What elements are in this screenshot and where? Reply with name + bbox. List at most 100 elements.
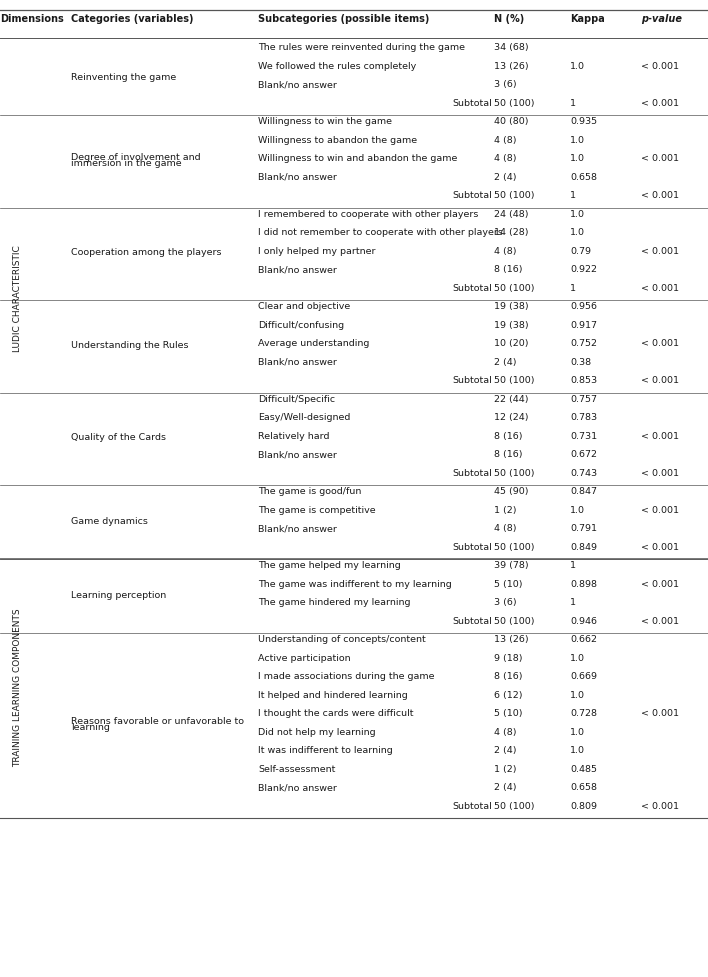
Text: 1: 1 bbox=[570, 191, 576, 200]
Text: 19 (38): 19 (38) bbox=[494, 302, 529, 312]
Text: 0.38: 0.38 bbox=[570, 358, 591, 366]
Text: 40 (80): 40 (80) bbox=[494, 117, 529, 126]
Text: 50 (100): 50 (100) bbox=[494, 284, 535, 293]
Text: 0.917: 0.917 bbox=[570, 320, 597, 330]
Text: 2 (4): 2 (4) bbox=[494, 358, 517, 366]
Text: 13 (26): 13 (26) bbox=[494, 635, 529, 644]
Text: 45 (90): 45 (90) bbox=[494, 488, 529, 496]
Text: Blank/no answer: Blank/no answer bbox=[258, 266, 337, 275]
Text: 4 (8): 4 (8) bbox=[494, 136, 517, 145]
Text: 0.783: 0.783 bbox=[570, 413, 597, 422]
Text: < 0.001: < 0.001 bbox=[641, 579, 679, 589]
Text: LUDIC CHARACTERISTIC: LUDIC CHARACTERISTIC bbox=[13, 245, 22, 353]
Text: 0.847: 0.847 bbox=[570, 488, 597, 496]
Text: < 0.001: < 0.001 bbox=[641, 339, 679, 349]
Text: Blank/no answer: Blank/no answer bbox=[258, 173, 337, 182]
Text: 34 (68): 34 (68) bbox=[494, 43, 529, 53]
Text: 2 (4): 2 (4) bbox=[494, 784, 517, 792]
Text: Subtotal: Subtotal bbox=[452, 469, 492, 478]
Text: < 0.001: < 0.001 bbox=[641, 99, 679, 107]
Text: 1.0: 1.0 bbox=[570, 210, 585, 219]
Text: 50 (100): 50 (100) bbox=[494, 469, 535, 478]
Text: I did not remember to cooperate with other players: I did not remember to cooperate with oth… bbox=[258, 229, 503, 237]
Text: The rules were reinvented during the game: The rules were reinvented during the gam… bbox=[258, 43, 465, 53]
Text: Reinventing the game: Reinventing the game bbox=[71, 72, 176, 81]
Text: 24 (48): 24 (48) bbox=[494, 210, 529, 219]
Text: Blank/no answer: Blank/no answer bbox=[258, 358, 337, 366]
Text: 10 (20): 10 (20) bbox=[494, 339, 529, 349]
Text: Willingness to win and abandon the game: Willingness to win and abandon the game bbox=[258, 154, 458, 163]
Text: 0.658: 0.658 bbox=[570, 173, 597, 182]
Text: 1.0: 1.0 bbox=[570, 746, 585, 755]
Text: 50 (100): 50 (100) bbox=[494, 543, 535, 552]
Text: 1: 1 bbox=[570, 598, 576, 608]
Text: Willingness to abandon the game: Willingness to abandon the game bbox=[258, 136, 418, 145]
Text: 0.743: 0.743 bbox=[570, 469, 597, 478]
Text: 8 (16): 8 (16) bbox=[494, 450, 523, 459]
Text: 1 (2): 1 (2) bbox=[494, 765, 517, 774]
Text: 0.853: 0.853 bbox=[570, 376, 597, 385]
Text: Categories (variables): Categories (variables) bbox=[71, 14, 193, 24]
Text: 0.809: 0.809 bbox=[570, 802, 597, 811]
Text: 1: 1 bbox=[570, 284, 576, 293]
Text: 50 (100): 50 (100) bbox=[494, 191, 535, 200]
Text: Difficult/Specific: Difficult/Specific bbox=[258, 395, 336, 404]
Text: Average understanding: Average understanding bbox=[258, 339, 370, 349]
Text: < 0.001: < 0.001 bbox=[641, 802, 679, 811]
Text: Subtotal: Subtotal bbox=[452, 284, 492, 293]
Text: 50 (100): 50 (100) bbox=[494, 99, 535, 107]
Text: Subtotal: Subtotal bbox=[452, 191, 492, 200]
Text: Subtotal: Subtotal bbox=[452, 802, 492, 811]
Text: 22 (44): 22 (44) bbox=[494, 395, 529, 404]
Text: 5 (10): 5 (10) bbox=[494, 579, 523, 589]
Text: Degree of involvement and: Degree of involvement and bbox=[71, 152, 200, 161]
Text: < 0.001: < 0.001 bbox=[641, 191, 679, 200]
Text: learning: learning bbox=[71, 723, 110, 732]
Text: < 0.001: < 0.001 bbox=[641, 376, 679, 385]
Text: 4 (8): 4 (8) bbox=[494, 525, 517, 533]
Text: Subtotal: Subtotal bbox=[452, 376, 492, 385]
Text: Subtotal: Subtotal bbox=[452, 99, 492, 107]
Text: The game hindered my learning: The game hindered my learning bbox=[258, 598, 411, 608]
Text: I remembered to cooperate with other players: I remembered to cooperate with other pla… bbox=[258, 210, 479, 219]
Text: 1 (2): 1 (2) bbox=[494, 506, 517, 515]
Text: Self-assessment: Self-assessment bbox=[258, 765, 336, 774]
Text: Blank/no answer: Blank/no answer bbox=[258, 450, 337, 459]
Text: 0.79: 0.79 bbox=[570, 247, 591, 256]
Text: Understanding of concepts/content: Understanding of concepts/content bbox=[258, 635, 426, 644]
Text: TRAINING LEARNING COMPONENTS: TRAINING LEARNING COMPONENTS bbox=[13, 609, 22, 767]
Text: The game helped my learning: The game helped my learning bbox=[258, 562, 401, 571]
Text: 0.956: 0.956 bbox=[570, 302, 597, 312]
Text: p-value: p-value bbox=[641, 14, 682, 24]
Text: Dimensions: Dimensions bbox=[0, 14, 64, 24]
Text: Blank/no answer: Blank/no answer bbox=[258, 80, 337, 89]
Text: 50 (100): 50 (100) bbox=[494, 616, 535, 626]
Text: 1.0: 1.0 bbox=[570, 728, 585, 737]
Text: 0.791: 0.791 bbox=[570, 525, 597, 533]
Text: 39 (78): 39 (78) bbox=[494, 562, 529, 571]
Text: Subcategories (possible items): Subcategories (possible items) bbox=[258, 14, 430, 24]
Text: It was indifferent to learning: It was indifferent to learning bbox=[258, 746, 393, 755]
Text: < 0.001: < 0.001 bbox=[641, 62, 679, 70]
Text: 0.658: 0.658 bbox=[570, 784, 597, 792]
Text: 0.669: 0.669 bbox=[570, 672, 597, 681]
Text: Clear and objective: Clear and objective bbox=[258, 302, 350, 312]
Text: < 0.001: < 0.001 bbox=[641, 154, 679, 163]
Text: Relatively hard: Relatively hard bbox=[258, 432, 330, 441]
Text: I only helped my partner: I only helped my partner bbox=[258, 247, 376, 256]
Text: 0.731: 0.731 bbox=[570, 432, 597, 441]
Text: < 0.001: < 0.001 bbox=[641, 543, 679, 552]
Text: The game is good/fun: The game is good/fun bbox=[258, 488, 362, 496]
Text: 3 (6): 3 (6) bbox=[494, 598, 517, 608]
Text: 0.728: 0.728 bbox=[570, 709, 597, 718]
Text: 0.946: 0.946 bbox=[570, 616, 597, 626]
Text: 2 (4): 2 (4) bbox=[494, 746, 517, 755]
Text: 1.0: 1.0 bbox=[570, 506, 585, 515]
Text: Easy/Well-designed: Easy/Well-designed bbox=[258, 413, 350, 422]
Text: 4 (8): 4 (8) bbox=[494, 728, 517, 737]
Text: 0.849: 0.849 bbox=[570, 543, 597, 552]
Text: 6 (12): 6 (12) bbox=[494, 691, 523, 700]
Text: 0.935: 0.935 bbox=[570, 117, 597, 126]
Text: Subtotal: Subtotal bbox=[452, 616, 492, 626]
Text: 12 (24): 12 (24) bbox=[494, 413, 529, 422]
